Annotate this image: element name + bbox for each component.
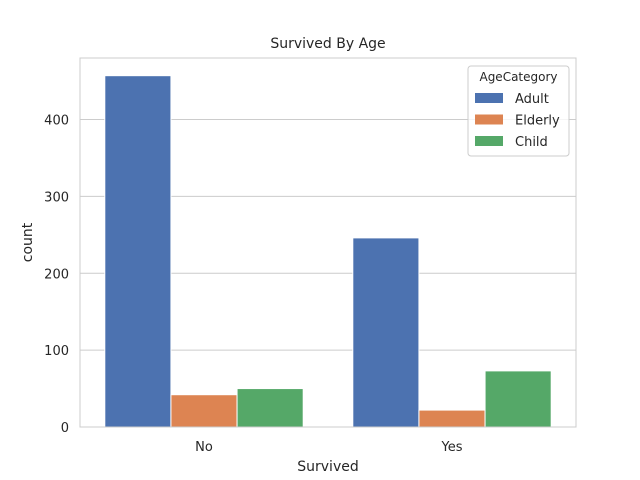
legend-title: AgeCategory [479,70,557,84]
bar-child-yes [484,370,552,428]
x-axis-title: Survived [297,459,358,475]
bar-adult-yes [352,237,420,428]
legend-swatch-adult [475,93,503,103]
bar-elderly-no [170,394,238,428]
chart-title: Survived By Age [270,36,385,52]
x-tick-label: Yes [441,440,463,455]
plot-frame [79,57,577,428]
legend-swatch-elderly [475,114,503,125]
y-tick-label: 0 [61,421,69,436]
legend: AgeCategory Adult Elderly Child [467,65,570,157]
legend-swatch-child [475,136,503,146]
y-tick-label: 400 [44,114,69,129]
legend-label-elderly: Elderly [515,114,560,129]
y-axis-title: count [20,222,36,262]
y-tick-label: 100 [44,344,69,359]
bar-adult-no [104,75,172,428]
legend-label-child: Child [515,135,548,150]
legend-label-adult: Adult [515,92,549,107]
y-tick-label: 300 [44,190,69,205]
x-tick-labels: No Yes [195,440,463,455]
bar-elderly-yes [418,409,486,428]
legend-box [467,65,570,157]
y-tick-labels: 0 100 200 300 400 [44,114,69,437]
plot-area [79,57,577,428]
bars [104,75,552,428]
y-tick-label: 200 [44,267,69,282]
legend-items: Adult Elderly Child [475,92,560,150]
bar-child-no [236,388,304,428]
x-tick-label: No [195,440,213,455]
